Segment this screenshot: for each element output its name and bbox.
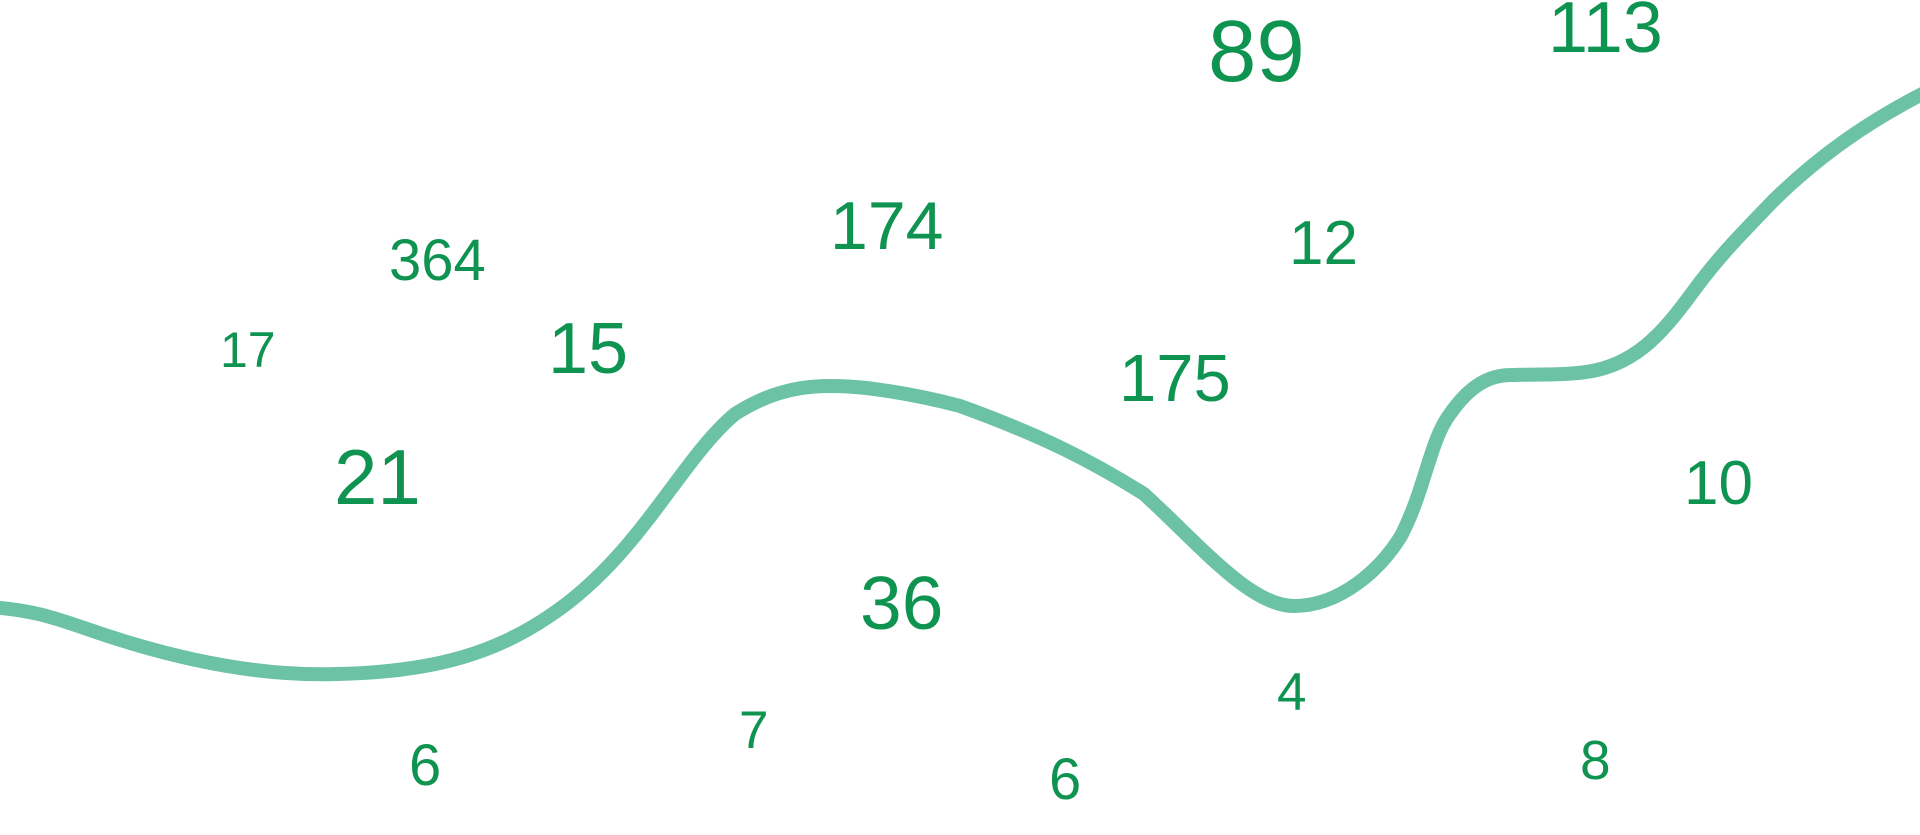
number-label: 364 [389, 228, 486, 293]
number-label: 36 [860, 561, 944, 645]
number-label: 15 [548, 309, 629, 389]
number-label: 174 [830, 188, 944, 264]
number-label: 7 [739, 701, 769, 760]
number-label: 21 [334, 433, 421, 521]
number-label: 17 [220, 322, 276, 378]
number-label: 113 [1548, 0, 1663, 68]
number-label: 8 [1580, 729, 1611, 791]
number-label: 6 [1049, 747, 1082, 812]
number-label: 6 [409, 733, 442, 798]
number-label: 4 [1277, 663, 1307, 722]
number-label: 12 [1289, 209, 1358, 278]
wavy-line-path [0, 87, 1920, 682]
number-label: 10 [1684, 449, 1753, 518]
number-label: 89 [1208, 3, 1305, 100]
number-label: 175 [1119, 341, 1231, 416]
